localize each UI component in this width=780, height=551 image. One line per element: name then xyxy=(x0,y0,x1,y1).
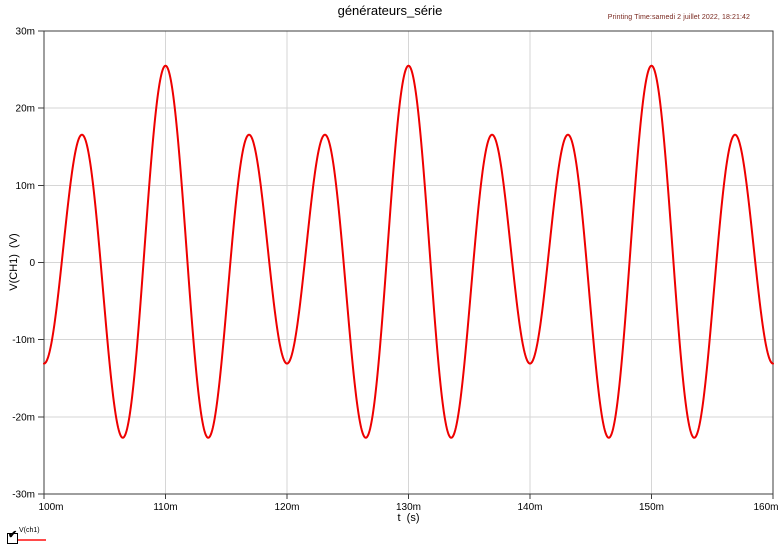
legend-label: V(ch1) xyxy=(19,527,40,534)
x-tick-label: 110m xyxy=(153,502,177,513)
y-tick-label: 0 xyxy=(29,258,35,269)
legend-color-swatch xyxy=(18,539,46,541)
x-tick-label: 130m xyxy=(396,502,421,513)
x-tick-label: 100m xyxy=(38,502,63,513)
x-tick-label: 160m xyxy=(753,502,778,513)
x-tick-label: 120m xyxy=(274,502,299,513)
y-tick-label: -20m xyxy=(12,412,35,423)
y-tick-label: 10m xyxy=(16,181,35,192)
chart-title: générateurs_série xyxy=(337,3,443,18)
x-tick-label: 140m xyxy=(517,502,542,513)
plot-frame xyxy=(43,30,774,495)
legend-item-vch1: ✔ V(ch1) xyxy=(7,527,67,549)
trace-vch1 xyxy=(43,64,774,439)
y-tick-label: -10m xyxy=(12,335,35,346)
y-tick-label: -30m xyxy=(12,490,35,501)
x-axis-title: t (s) xyxy=(397,512,420,524)
y-tick-label: 20m xyxy=(16,104,35,115)
printing-time-label: Printing Time:samedi 2 juillet 2022, 18:… xyxy=(607,14,750,21)
check-icon: ✔ xyxy=(8,529,18,541)
x-tick-label: 150m xyxy=(639,502,664,513)
y-tick-label: 30m xyxy=(16,27,35,38)
legend-checkbox[interactable]: ✔ xyxy=(7,529,18,544)
